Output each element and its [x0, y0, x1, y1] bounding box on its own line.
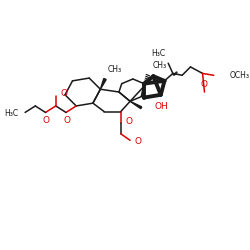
Polygon shape [130, 101, 142, 109]
Text: O: O [64, 116, 70, 125]
Text: CH₃: CH₃ [108, 65, 122, 74]
Text: O: O [135, 137, 142, 146]
Text: OH: OH [154, 102, 168, 112]
Text: H₃C: H₃C [4, 109, 18, 118]
Text: O: O [126, 117, 132, 126]
Polygon shape [100, 78, 106, 89]
Text: O: O [43, 116, 50, 125]
Text: H₃C: H₃C [151, 49, 166, 58]
Text: OCH₃: OCH₃ [230, 71, 250, 80]
Text: O: O [201, 80, 208, 89]
Text: O: O [60, 89, 68, 98]
Text: CH₃: CH₃ [152, 61, 166, 70]
